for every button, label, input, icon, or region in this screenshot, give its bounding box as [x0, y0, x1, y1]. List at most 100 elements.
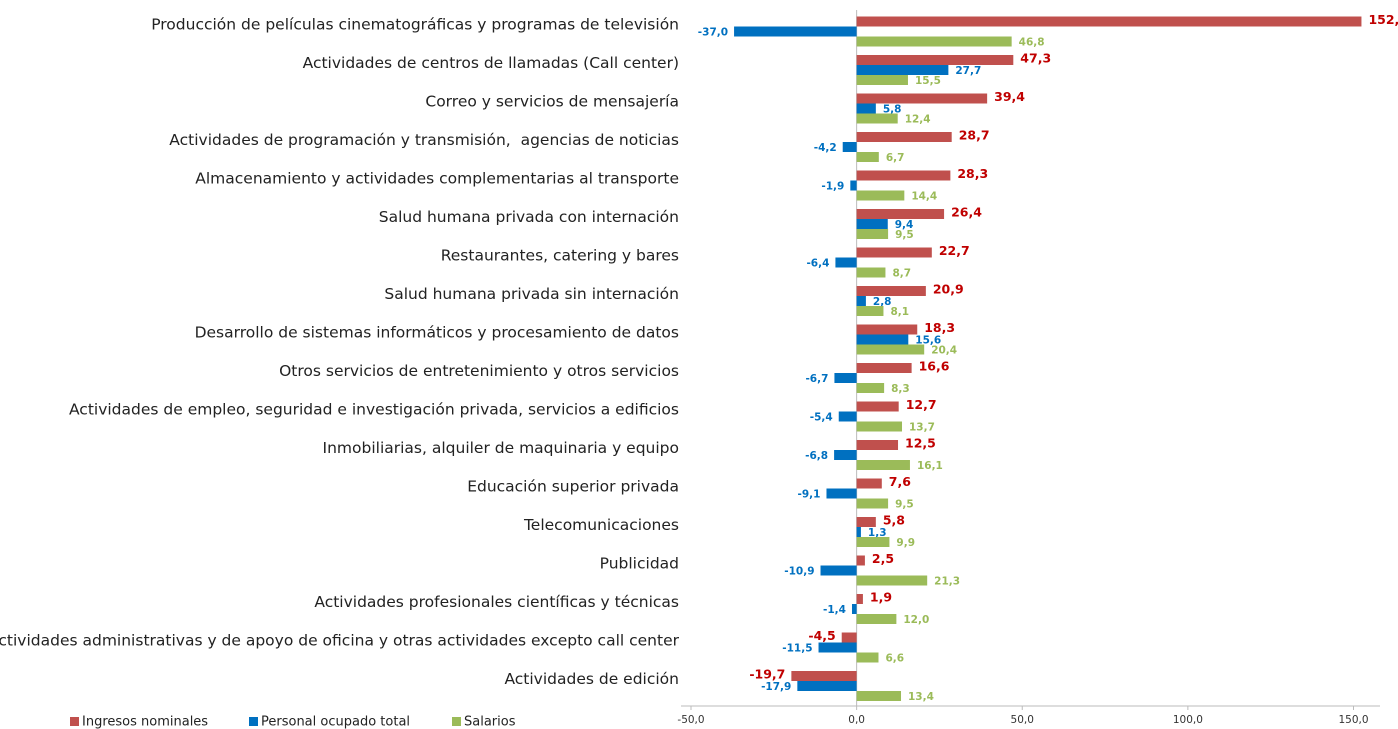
legend-swatch — [70, 717, 79, 726]
value-label: -17,9 — [761, 681, 791, 693]
bar — [856, 383, 885, 393]
bar — [856, 16, 1362, 27]
value-label: 18,3 — [924, 320, 955, 335]
value-label: -9,1 — [798, 489, 821, 501]
value-label: 26,4 — [951, 205, 982, 220]
category-label: Almacenamiento y actividades complementa… — [195, 170, 679, 188]
value-label: 13,7 — [909, 422, 935, 434]
value-label: 5,8 — [883, 513, 905, 528]
bar — [856, 498, 889, 509]
bar — [856, 132, 952, 142]
bar — [856, 267, 886, 278]
bar — [856, 517, 876, 527]
value-label: 12,5 — [905, 436, 936, 451]
x-tick-label: 150,0 — [1338, 714, 1368, 726]
value-label: 16,6 — [919, 359, 950, 374]
value-label: 28,7 — [959, 128, 990, 143]
bar — [856, 170, 951, 181]
legend-swatch — [249, 717, 258, 726]
bar — [856, 363, 912, 373]
category-label: Actividades de centros de llamadas (Call… — [303, 54, 679, 72]
value-label: -6,8 — [805, 450, 828, 462]
category-label: Actividades profesionales científicas y … — [314, 593, 679, 611]
category-label: Salud humana privada con internación — [379, 208, 679, 226]
value-label: 8,3 — [891, 383, 910, 395]
bar — [856, 401, 899, 412]
category-label: Desarrollo de sistemas informáticos y pr… — [195, 324, 679, 342]
value-label: -6,7 — [805, 373, 828, 385]
bar — [856, 229, 889, 239]
bar — [856, 296, 866, 306]
value-label: 2,8 — [873, 296, 892, 308]
value-label: 9,9 — [896, 537, 915, 549]
x-tick-label: 50,0 — [1011, 714, 1034, 726]
bar — [856, 537, 890, 547]
category-label: Actividades administrativas y de apoyo d… — [0, 632, 680, 650]
value-label: 9,4 — [895, 219, 914, 231]
bar — [856, 652, 879, 663]
value-label: 39,4 — [994, 89, 1025, 104]
bar — [856, 575, 928, 586]
bar — [856, 247, 932, 258]
x-tick-label: 100,0 — [1173, 714, 1203, 726]
category-label: Inmobiliarias, alquiler de maquinaria y … — [323, 439, 679, 457]
legend-label: Ingresos nominales — [82, 715, 208, 729]
bar — [856, 478, 882, 489]
bar — [856, 190, 905, 201]
bar — [791, 671, 857, 681]
bar — [826, 488, 857, 499]
bar — [856, 75, 908, 85]
value-label: 15,6 — [915, 335, 941, 347]
bar — [856, 614, 897, 624]
bar — [856, 527, 861, 537]
bar — [856, 286, 926, 296]
value-label: 5,8 — [883, 104, 902, 116]
value-label: 13,4 — [908, 691, 934, 703]
bar — [856, 65, 949, 75]
bar — [842, 142, 857, 152]
bar — [856, 555, 865, 566]
bar — [850, 180, 857, 191]
bar — [856, 219, 888, 229]
value-label: 27,7 — [955, 65, 981, 77]
bar — [834, 373, 857, 383]
value-label: 8,7 — [892, 268, 911, 280]
bar — [834, 450, 857, 460]
category-label: Publicidad — [600, 555, 679, 573]
bar — [734, 26, 857, 37]
value-label: 15,5 — [915, 75, 941, 87]
bar — [856, 36, 1012, 47]
value-label: -37,0 — [698, 27, 728, 39]
value-label: -11,5 — [782, 643, 812, 655]
legend-label: Salarios — [464, 715, 516, 729]
category-label: Restaurantes, catering y bares — [441, 247, 679, 265]
value-label: 28,3 — [957, 166, 988, 181]
value-label: 20,9 — [933, 282, 964, 297]
category-label: Salud humana privada sin internación — [384, 285, 679, 303]
bar — [797, 681, 857, 691]
bar — [856, 440, 899, 450]
value-label: 12,0 — [903, 614, 929, 626]
bar — [856, 306, 884, 316]
bar — [856, 113, 898, 124]
value-label: 47,3 — [1020, 51, 1051, 66]
bar — [856, 324, 918, 335]
category-label: Producción de películas cinematográficas… — [151, 16, 679, 34]
value-label: 46,8 — [1019, 37, 1045, 49]
value-label: -10,9 — [784, 566, 814, 578]
value-label: 21,3 — [934, 576, 960, 588]
value-label: 6,6 — [885, 653, 904, 665]
bar — [820, 565, 857, 576]
value-label: 1,9 — [870, 590, 892, 605]
bar — [856, 594, 863, 604]
value-label: 20,4 — [931, 345, 957, 357]
value-label: 1,3 — [868, 527, 887, 539]
legend-swatch — [452, 717, 461, 726]
bar — [856, 152, 879, 162]
bar — [835, 257, 857, 268]
bar — [856, 334, 909, 345]
value-label: 6,7 — [886, 152, 905, 164]
value-label: -19,7 — [749, 667, 785, 682]
bar — [856, 344, 925, 355]
bar — [818, 642, 857, 653]
